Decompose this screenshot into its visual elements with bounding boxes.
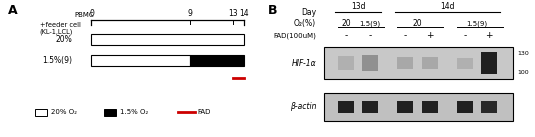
Bar xyxy=(397,101,414,113)
Text: 20: 20 xyxy=(412,19,422,28)
Bar xyxy=(91,55,189,66)
Bar xyxy=(362,55,378,71)
Text: FAD(100uM): FAD(100uM) xyxy=(273,32,316,39)
Text: 13d: 13d xyxy=(351,2,365,11)
Text: B: B xyxy=(268,4,277,17)
Text: 1.5% O₂: 1.5% O₂ xyxy=(120,109,148,115)
Bar xyxy=(91,34,244,45)
Text: 13: 13 xyxy=(228,9,238,18)
Bar xyxy=(362,101,378,113)
Text: 130: 130 xyxy=(517,51,529,56)
Text: +: + xyxy=(485,31,493,40)
Text: Day: Day xyxy=(301,8,316,17)
Bar xyxy=(324,93,514,121)
Bar xyxy=(481,101,497,113)
Bar xyxy=(457,101,473,113)
Bar xyxy=(324,47,514,79)
Text: 0: 0 xyxy=(89,9,94,18)
Text: FAD: FAD xyxy=(197,109,211,115)
Bar xyxy=(457,58,473,68)
Bar xyxy=(104,109,116,116)
Bar xyxy=(481,52,497,74)
Text: A: A xyxy=(8,4,18,17)
Bar xyxy=(397,57,414,69)
Text: 14: 14 xyxy=(239,9,249,18)
Text: -: - xyxy=(463,31,467,40)
Text: PBMC: PBMC xyxy=(74,12,94,18)
Text: +feeder cell: +feeder cell xyxy=(40,22,81,28)
Text: 100: 100 xyxy=(517,70,529,75)
Text: -: - xyxy=(344,31,348,40)
Text: 14d: 14d xyxy=(440,2,454,11)
Bar xyxy=(189,55,244,66)
Text: +: + xyxy=(426,31,433,40)
Text: O₂(%): O₂(%) xyxy=(294,19,316,28)
Bar xyxy=(422,57,438,69)
Text: 20%: 20% xyxy=(55,35,72,44)
Text: (KL-1,LCL): (KL-1,LCL) xyxy=(40,28,73,35)
Bar xyxy=(338,101,354,113)
Text: 1.5%(9): 1.5%(9) xyxy=(42,56,72,65)
Text: -: - xyxy=(369,31,372,40)
Bar xyxy=(35,109,47,116)
Text: 1.5(9): 1.5(9) xyxy=(360,20,381,27)
Bar xyxy=(338,56,354,70)
Text: HIF-1α: HIF-1α xyxy=(292,58,316,68)
Bar xyxy=(422,101,438,113)
Text: 9: 9 xyxy=(187,9,192,18)
Text: -: - xyxy=(404,31,407,40)
Text: β-actin: β-actin xyxy=(289,102,316,111)
Text: 20: 20 xyxy=(341,19,350,28)
Text: 20% O₂: 20% O₂ xyxy=(51,109,77,115)
Text: 1.5(9): 1.5(9) xyxy=(467,20,487,27)
